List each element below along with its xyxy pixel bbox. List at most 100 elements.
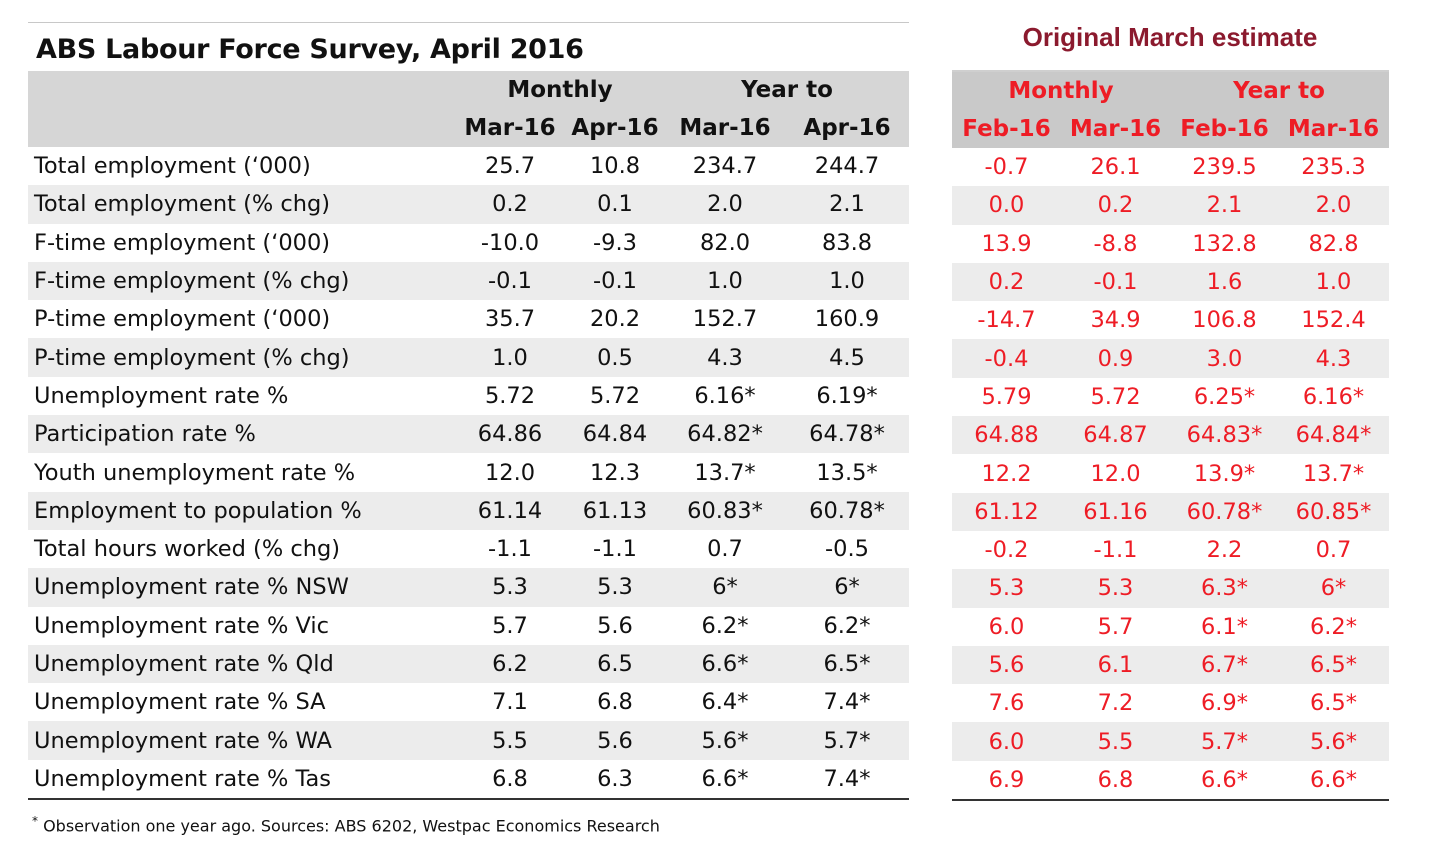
cell-value: 12.0: [1090, 460, 1141, 487]
top-rule: [28, 22, 909, 23]
header-group-row: Monthly Year to: [28, 71, 909, 109]
table-row: 7.6 7.2 6.9* 6.5*: [952, 684, 1389, 722]
cell-value: 82.0: [699, 229, 751, 256]
header-col-3: Feb-16: [1180, 116, 1269, 142]
row-label: Unemployment rate % Qld: [34, 651, 334, 677]
cell-value: 5.6: [597, 612, 633, 639]
table-row: -0.4 0.9 3.0 4.3: [952, 339, 1389, 378]
cell-value: 6.4*: [701, 689, 749, 716]
table-row: Unemployment rate % 5.72 5.72 6.16* 6.19*: [28, 377, 909, 415]
table-row: 5.79 5.72 6.25* 6.16*: [952, 378, 1389, 416]
cell-value: 4.3: [707, 344, 743, 371]
cell-value: 6.0: [988, 728, 1025, 755]
cell-value: 234.7: [692, 153, 758, 180]
cell-value: 13.5*: [816, 459, 878, 486]
cell-value: 64.88: [974, 422, 1039, 449]
cell-value: 6.19*: [816, 382, 878, 409]
cell-value: 2.1: [829, 191, 865, 218]
cell-value: 6.5*: [1309, 652, 1358, 678]
header-group-year-to: Year to: [741, 77, 833, 103]
cell-value: 0.5: [597, 344, 633, 371]
top-rule: [952, 70, 1389, 72]
cell-value: 1.0: [1315, 269, 1352, 296]
cell-value: 1.0: [829, 268, 865, 295]
table-row: 64.88 64.87 64.83* 64.84*: [952, 416, 1389, 455]
row-label: Participation rate %: [34, 421, 256, 448]
cell-value: 7.4*: [823, 689, 871, 716]
cell-value: 6*: [834, 574, 860, 601]
header-column-row: Feb-16 Mar-16 Feb-16 Mar-16: [952, 110, 1389, 148]
cell-value: 61.12: [974, 498, 1039, 525]
cell-value: -1.1: [593, 536, 637, 563]
table-row: P-time employment (% chg) 1.0 0.5 4.3 4.5: [28, 338, 909, 377]
table-row: 0.0 0.2 2.1 2.0: [952, 186, 1389, 225]
cell-value: 5.3: [492, 574, 528, 601]
header-col-4: Apr-16: [803, 115, 891, 141]
cell-value: 6.6*: [701, 651, 749, 677]
original-estimate-title: Original March estimate: [1022, 22, 1318, 52]
table-row: 6.9 6.8 6.6* 6.6*: [952, 761, 1389, 799]
cell-value: 2.1: [1206, 192, 1243, 219]
table-header: Monthly Year to Feb-16 Mar-16 Feb-16 Mar…: [952, 72, 1389, 148]
table-body: -0.7 26.1 239.5 235.3 0.0 0.2 2.1 2.0 13.9 -8.8 13…: [952, 148, 1389, 799]
cell-value: -8.8: [1093, 230, 1138, 257]
header-col-1: Feb-16: [962, 116, 1051, 142]
cell-value: 60.83*: [687, 497, 763, 524]
cell-value: 83.8: [821, 229, 873, 256]
row-label: Unemployment rate % Vic: [34, 612, 330, 639]
table-row: Total hours worked (% chg) -1.1 -1.1 0.7 -0.…: [28, 530, 909, 568]
cell-value: 5.7*: [823, 727, 871, 754]
table-row: -0.2 -1.1 2.2 0.7: [952, 531, 1389, 569]
header-col-2: Mar-16: [1069, 116, 1162, 142]
cell-value: 35.7: [484, 306, 536, 333]
cell-value: 7.1: [492, 689, 528, 716]
cell-value: 5.6*: [1309, 728, 1358, 755]
cell-value: 244.7: [814, 153, 880, 180]
cell-value: 6.8: [1097, 766, 1134, 793]
table-header: Monthly Year to Mar-16 Apr-16 Mar-16 Apr…: [28, 71, 909, 147]
cell-value: 64.84: [582, 421, 648, 448]
cell-value: 6.8: [597, 689, 633, 716]
cell-value: 26.1: [1090, 154, 1141, 181]
cell-value: 12.3: [589, 459, 641, 486]
cell-value: 5.3: [597, 574, 633, 601]
table-row: -14.7 34.9 106.8 152.4: [952, 301, 1389, 339]
cell-value: 0.9: [1097, 345, 1134, 372]
table-row: 0.2 -0.1 1.6 1.0: [952, 262, 1389, 302]
cell-value: 132.8: [1192, 230, 1257, 257]
original-estimate-table: Monthly Year to Feb-16 Mar-16 Feb-16 Mar…: [952, 70, 1389, 802]
cell-value: -0.5: [825, 536, 869, 563]
row-label: P-time employment (% chg): [34, 344, 350, 371]
cell-value: 5.72: [1090, 383, 1141, 410]
footnote-text: Observation one year ago. Sources: ABS 6…: [38, 816, 660, 836]
table-row: Unemployment rate % NSW 5.3 5.3 6* 6*: [28, 568, 909, 607]
table-title: ABS Labour Force Survey, April 2016: [36, 34, 584, 65]
table-row: 13.9 -8.8 132.8 82.8: [952, 225, 1389, 263]
table-row: F-time employment (% chg) -0.1 -0.1 1.0 1.0: [28, 261, 909, 301]
row-label: P-time employment (‘000): [34, 306, 331, 333]
cell-value: -10.0: [480, 229, 540, 256]
table-row: 12.2 12.0 13.9* 13.7*: [952, 454, 1389, 492]
row-label: Total employment (% chg): [34, 191, 331, 218]
cell-value: -1.1: [1093, 537, 1138, 564]
cell-value: 235.3: [1301, 154, 1366, 181]
header-col-2: Apr-16: [571, 115, 659, 141]
row-label: F-time employment (‘000): [34, 229, 331, 256]
cell-value: 3.0: [1206, 345, 1243, 372]
cell-value: 106.8: [1192, 307, 1257, 334]
cell-value: 6.16*: [694, 382, 756, 409]
header-group-monthly: Monthly: [507, 77, 613, 103]
cell-value: 13.9: [981, 230, 1032, 257]
row-label: Unemployment rate %: [34, 382, 289, 409]
table-row: -0.7 26.1 239.5 235.3: [952, 148, 1389, 186]
cell-value: 5.72: [589, 382, 641, 409]
cell-value: 6.16*: [1302, 383, 1365, 410]
cell-value: 5.5: [1097, 728, 1134, 755]
table-row: Unemployment rate % SA 7.1 6.8 6.4* 7.4*: [28, 683, 909, 721]
cell-value: 60.78*: [809, 497, 885, 524]
cell-value: 6.2*: [823, 612, 871, 639]
cell-value: 7.2: [1097, 690, 1134, 717]
cell-value: -14.7: [977, 307, 1036, 334]
cell-value: 7.6: [988, 690, 1025, 717]
cell-value: 6.8: [492, 765, 528, 792]
